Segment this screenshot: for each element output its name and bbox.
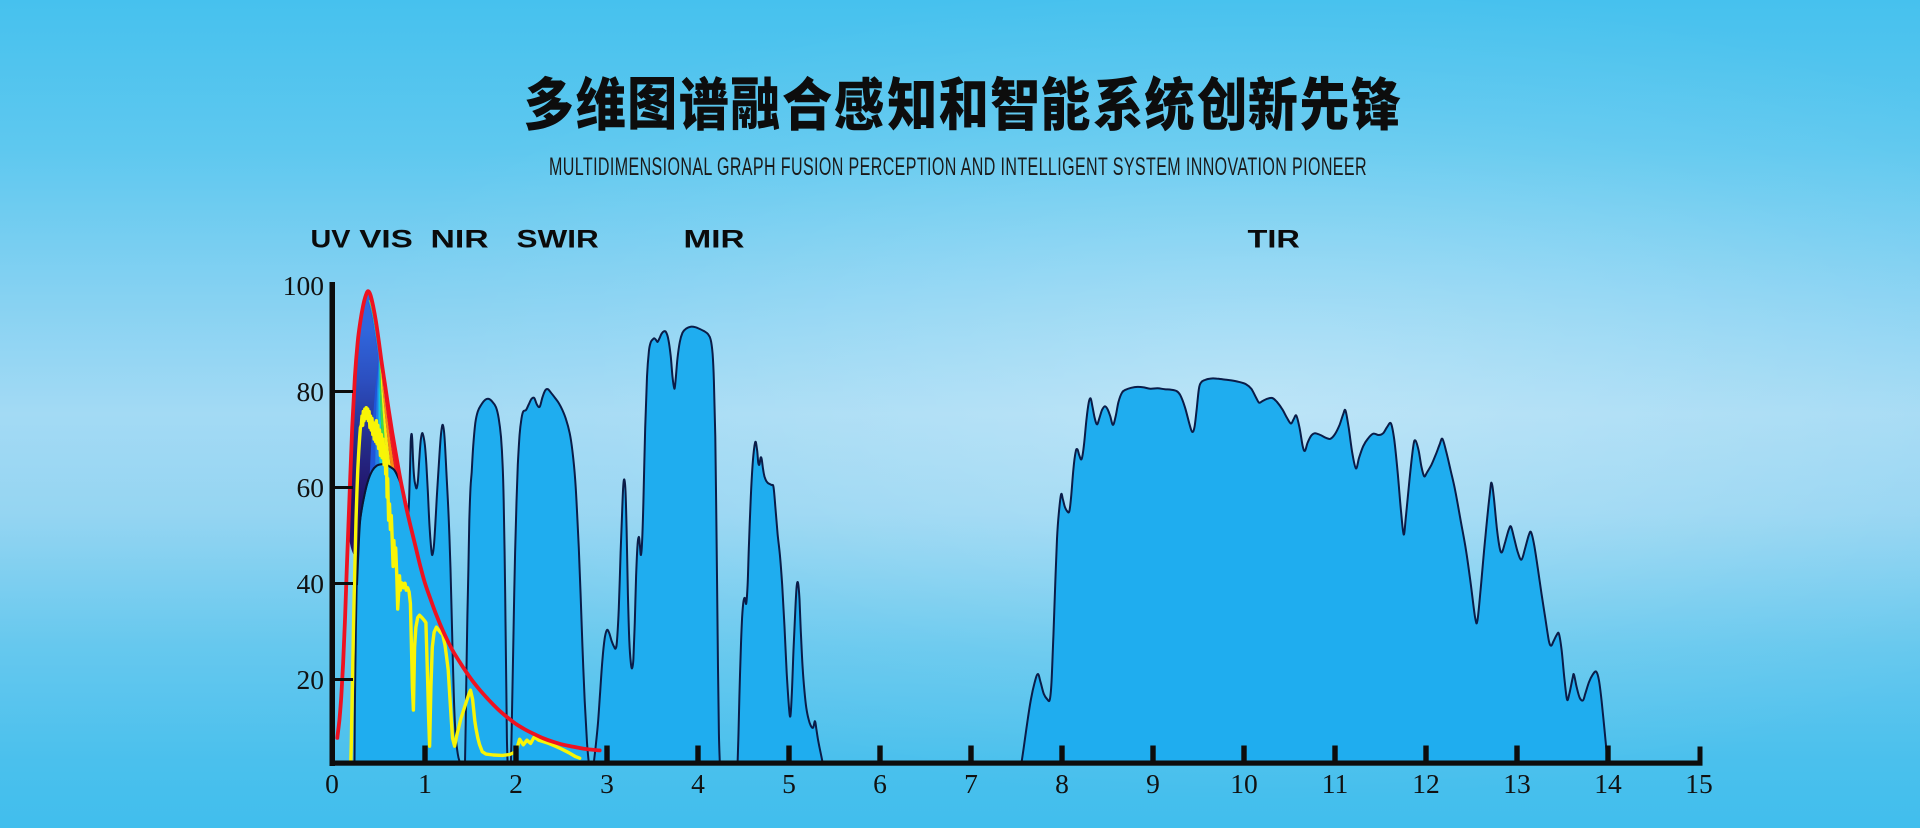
svg-text:12: 12 <box>1412 768 1440 799</box>
svg-text:6: 6 <box>873 768 887 799</box>
svg-text:15: 15 <box>1685 768 1713 799</box>
svg-text:1: 1 <box>418 768 432 799</box>
svg-text:UV: UV <box>311 225 351 253</box>
svg-text:2: 2 <box>509 768 523 799</box>
svg-text:60: 60 <box>297 472 325 503</box>
svg-text:VIS: VIS <box>359 225 413 253</box>
svg-text:14: 14 <box>1594 768 1622 799</box>
svg-text:NIR: NIR <box>430 226 488 254</box>
svg-text:SWIR: SWIR <box>516 226 598 254</box>
svg-text:MIR: MIR <box>684 225 745 253</box>
svg-text:MULTIDIMENSIONAL GRAPH FUSION: MULTIDIMENSIONAL GRAPH FUSION PERCEPTION… <box>549 154 1367 181</box>
svg-text:11: 11 <box>1322 768 1348 799</box>
svg-text:TIR: TIR <box>1248 226 1300 254</box>
svg-text:10: 10 <box>1230 768 1258 799</box>
svg-text:7: 7 <box>964 768 978 799</box>
svg-text:80: 80 <box>297 376 325 407</box>
svg-text:20: 20 <box>297 664 325 695</box>
svg-text:3: 3 <box>600 768 614 799</box>
svg-text:9: 9 <box>1146 768 1160 799</box>
svg-text:5: 5 <box>782 768 796 799</box>
svg-text:100: 100 <box>283 270 324 301</box>
svg-text:4: 4 <box>691 768 705 799</box>
svg-text:0: 0 <box>325 768 339 799</box>
svg-text:40: 40 <box>297 568 325 599</box>
svg-text:8: 8 <box>1055 768 1069 799</box>
svg-text:13: 13 <box>1503 768 1531 799</box>
